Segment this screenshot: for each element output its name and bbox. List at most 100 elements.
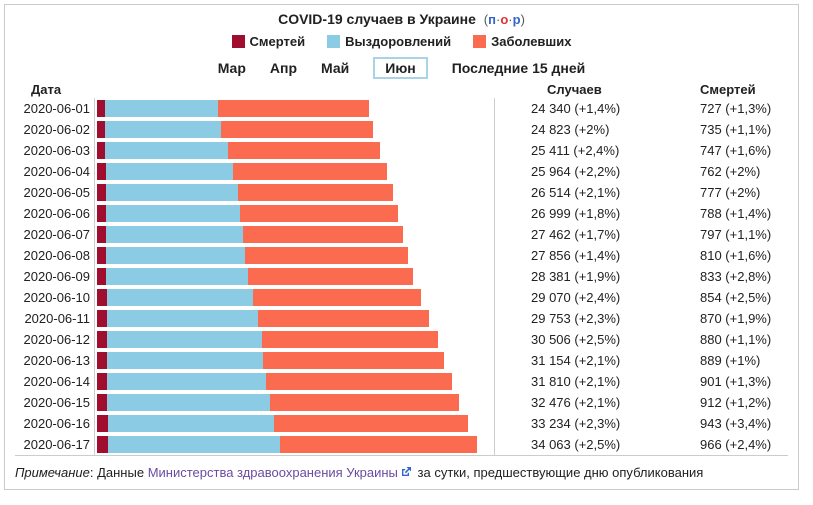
legend-label: Выздоровлений — [345, 33, 452, 49]
deaths-value: 810 (+1,6%) — [700, 248, 772, 263]
stacked-bar — [97, 394, 494, 411]
deaths-segment — [97, 289, 107, 306]
sick-segment — [280, 436, 477, 453]
table-row: 2020-06-02 24 823 (+2%) 735 (+1,1%) — [15, 119, 788, 140]
cases-value: 25 411 (+2,4%) — [531, 143, 620, 158]
ministry-of-health-link[interactable]: Министерства здравоохранения Украины — [147, 465, 398, 480]
sick-segment — [233, 163, 387, 180]
deaths-segment — [97, 268, 106, 285]
stacked-bar — [97, 415, 494, 432]
table-row: 2020-06-08 27 856 (+1,4%) 810 (+1,6%) — [15, 245, 788, 266]
date-label: 2020-06-11 — [24, 311, 90, 326]
date-label: 2020-06-13 — [23, 353, 91, 368]
legend-label: Смертей — [249, 33, 306, 49]
tab-mar[interactable]: Мар — [217, 59, 246, 76]
sick-segment — [274, 415, 468, 432]
footnote: Примечание: Данные Министерства здравоох… — [15, 465, 704, 481]
table-row: 2020-06-15 32 476 (+2,1%) 912 (+1,2%) — [15, 392, 788, 413]
cases-value: 24 823 (+2%) — [531, 122, 610, 137]
stacked-bar — [97, 331, 494, 348]
view-template-link[interactable]: п — [488, 12, 496, 27]
deaths-value: 747 (+1,6%) — [700, 143, 772, 158]
table-row: 2020-06-07 27 462 (+1,7%) 797 (+1,1%) — [15, 224, 788, 245]
table-row: 2020-06-06 26 999 (+1,8%) 788 (+1,4%) — [15, 203, 788, 224]
deaths-value: 854 (+2,5%) — [700, 290, 772, 305]
tab-jun-selected[interactable]: Июн — [373, 56, 428, 79]
stacked-bar — [97, 184, 494, 201]
stacked-bar — [97, 436, 494, 453]
legend-item-recovered: Выздоровлений — [327, 34, 451, 49]
bar-cell — [94, 140, 495, 161]
deaths-segment — [97, 142, 105, 159]
recovered-segment — [105, 100, 218, 117]
deaths-value: 889 (+1%) — [700, 353, 761, 368]
cases-value: 26 999 (+1,8%) — [531, 206, 621, 221]
recovered-segment — [105, 121, 221, 138]
stacked-bar — [97, 142, 494, 159]
month-tabs: Мар Апр Май Июн Последние 15 дней — [15, 56, 788, 79]
stacked-bar — [97, 310, 494, 327]
bar-cell — [94, 182, 495, 203]
deaths-segment — [97, 163, 106, 180]
recovered-segment — [106, 247, 245, 264]
tab-may[interactable]: Май — [321, 59, 350, 76]
bar-cell — [94, 98, 495, 119]
stacked-bar — [97, 100, 494, 117]
date-label: 2020-06-07 — [23, 227, 91, 242]
sick-color-swatch — [473, 34, 487, 48]
table-row: 2020-06-05 26 514 (+2,1%) 777 (+2%) — [15, 182, 788, 203]
deaths-segment — [97, 415, 108, 432]
sick-segment — [258, 310, 429, 327]
cases-value: 29 753 (+2,3%) — [531, 311, 621, 326]
deaths-segment — [97, 373, 107, 390]
date-label: 2020-06-12 — [23, 332, 91, 347]
tab-last-15-days[interactable]: Последние 15 дней — [451, 59, 586, 76]
external-link-icon[interactable] — [400, 466, 412, 481]
recovered-color-swatch — [327, 34, 341, 48]
sick-segment — [240, 205, 398, 222]
date-label: 2020-06-17 — [23, 437, 91, 452]
recovered-segment — [106, 226, 243, 243]
recovered-segment — [106, 184, 238, 201]
stacked-bar — [97, 226, 494, 243]
deaths-value: 777 (+2%) — [700, 185, 761, 200]
date-label: 2020-06-10 — [23, 290, 91, 305]
cases-value: 28 381 (+1,9%) — [531, 269, 621, 284]
header-deaths: Смертей — [700, 82, 756, 97]
table-row: 2020-06-01 24 340 (+1,4%) 727 (+1,3%) — [15, 98, 788, 119]
discuss-template-link[interactable]: о — [500, 12, 509, 27]
tab-apr[interactable]: Апр — [269, 59, 298, 76]
sick-segment — [238, 184, 393, 201]
table-row: 2020-06-13 31 154 (+2,1%) 889 (+1%) — [15, 350, 788, 371]
stacked-bar — [97, 121, 494, 138]
header-date: Дата — [31, 82, 62, 97]
recovered-segment — [108, 436, 280, 453]
recovered-segment — [107, 394, 270, 411]
bar-cell — [94, 413, 495, 434]
date-label: 2020-06-01 — [23, 101, 91, 116]
table-row: 2020-06-14 31 810 (+2,1%) 901 (+1,3%) — [15, 371, 788, 392]
cases-value: 27 462 (+1,7%) — [531, 227, 621, 242]
stacked-bar — [97, 289, 494, 306]
bar-cell — [94, 329, 495, 350]
cases-value: 34 063 (+2,5%) — [531, 437, 621, 452]
stacked-bar — [97, 373, 494, 390]
template-links: (п·о·р) — [483, 12, 525, 27]
recovered-segment — [107, 310, 258, 327]
legend-item-sick: Заболевших — [473, 34, 571, 49]
edit-template-link[interactable]: р — [512, 12, 521, 27]
recovered-segment — [106, 163, 233, 180]
sick-segment — [266, 373, 452, 390]
cases-value: 31 154 (+2,1%) — [531, 353, 621, 368]
date-label: 2020-06-05 — [23, 185, 91, 200]
stacked-bar — [97, 205, 494, 222]
recovered-segment — [107, 289, 253, 306]
deaths-value: 966 (+2,4%) — [700, 437, 772, 452]
table-row: 2020-06-17 34 063 (+2,5%) 966 (+2,4%) — [15, 434, 788, 455]
bar-cell — [94, 350, 495, 371]
bar-cell — [94, 371, 495, 392]
bar-cell — [94, 119, 495, 140]
legend-label: Заболевших — [491, 33, 572, 49]
deaths-segment — [97, 121, 105, 138]
legend-item-deaths: Смертей — [231, 33, 306, 49]
